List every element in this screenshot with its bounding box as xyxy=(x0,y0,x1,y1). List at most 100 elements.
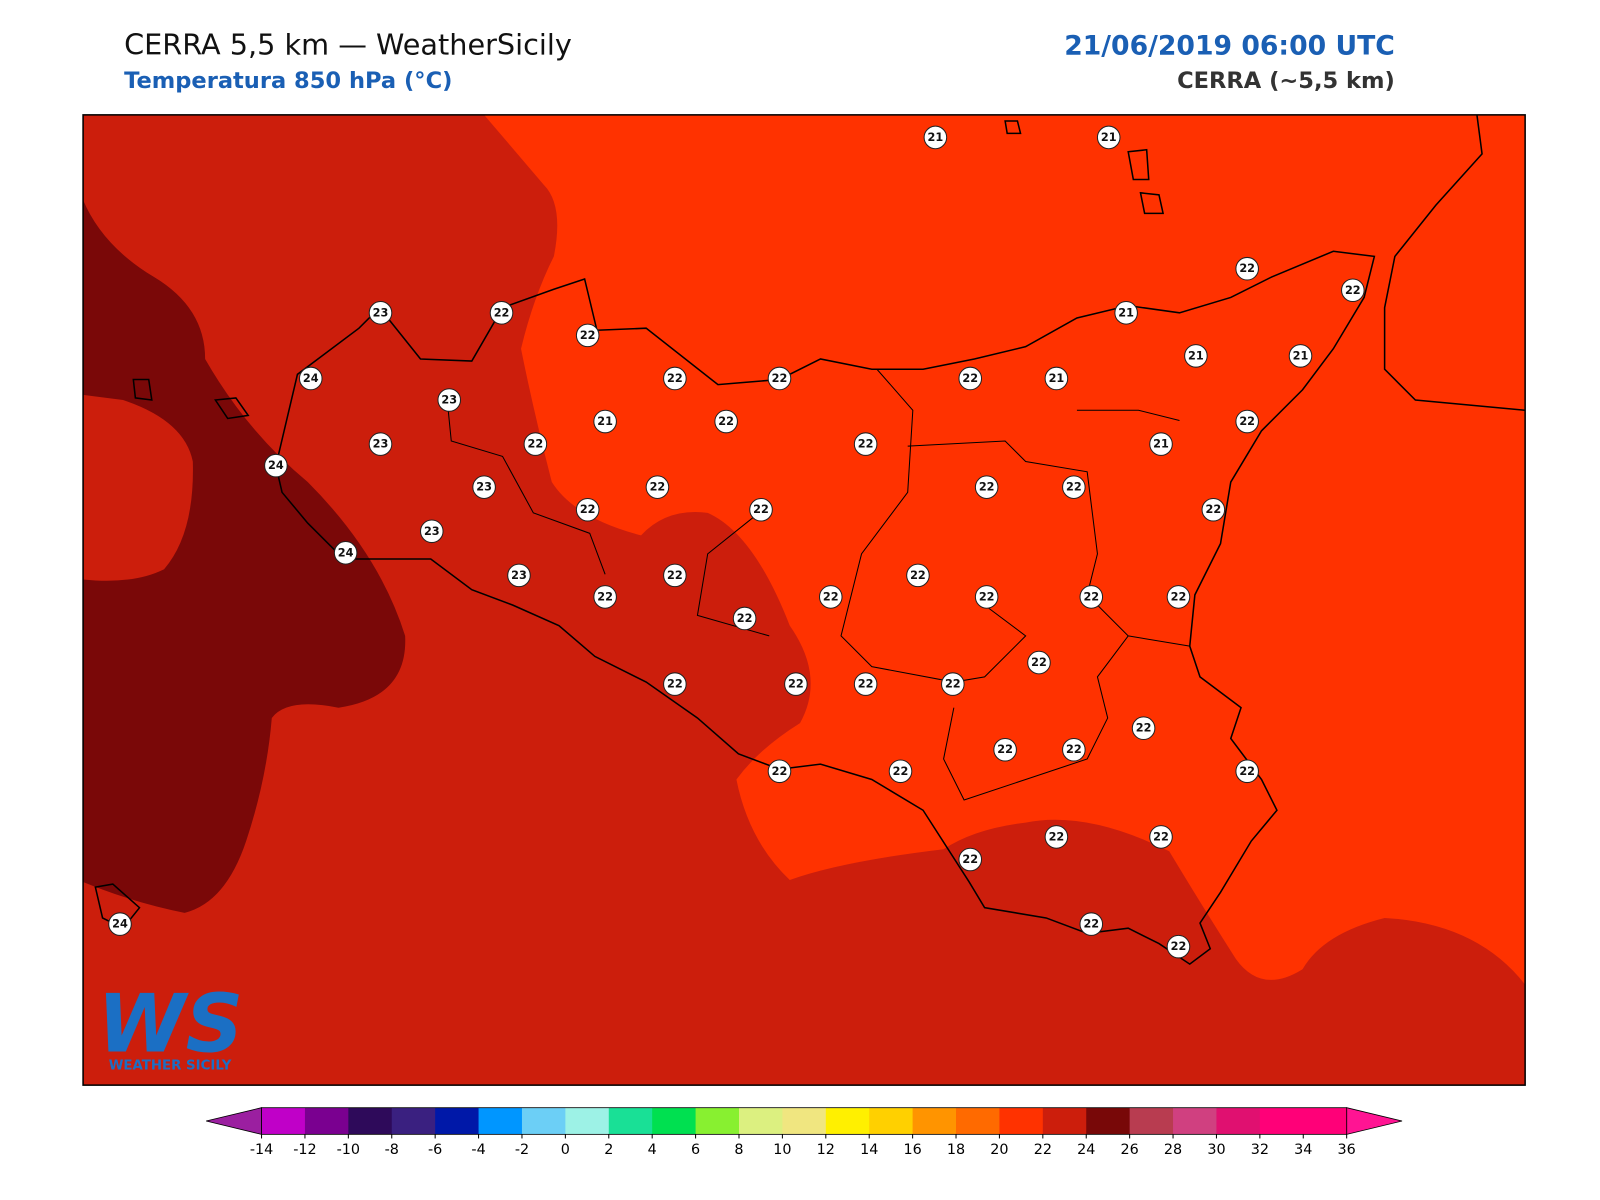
station-value: 24 xyxy=(268,459,284,472)
station-marker xyxy=(1184,344,1208,368)
station-value: 22 xyxy=(1153,830,1169,843)
station-marker xyxy=(1149,432,1173,456)
station-value: 23 xyxy=(424,525,440,538)
station-marker xyxy=(1044,366,1069,391)
station-marker xyxy=(523,432,548,456)
colorbar-segment xyxy=(1173,1107,1217,1135)
station-value: 22 xyxy=(1066,743,1082,756)
colorbar-segment xyxy=(1042,1107,1087,1135)
station-marker xyxy=(1131,716,1156,740)
station-value: 22 xyxy=(1083,918,1099,931)
station-value: 22 xyxy=(580,503,596,516)
station-marker xyxy=(1166,934,1191,959)
station-marker xyxy=(1079,585,1104,609)
station-value: 22 xyxy=(650,481,666,494)
stations: 21 21 22 22 23 22 22 21 24 22 22 22 21 21 21 23 21 22 22 23… xyxy=(108,125,1365,959)
station-value: 21 xyxy=(928,131,944,144)
station-marker xyxy=(1114,301,1138,325)
coastline xyxy=(94,114,1526,966)
station-value: 22 xyxy=(772,765,788,778)
station-value: 23 xyxy=(441,394,457,407)
station-marker xyxy=(1341,278,1365,303)
colorbar-tick-label: -6 xyxy=(428,1142,442,1158)
station-marker xyxy=(1201,497,1226,522)
map: WS WEATHER SICILY 21 21 22 22 23 22 22 21 24 22 22… xyxy=(82,114,1526,1086)
colorbar-segment xyxy=(261,1107,306,1135)
station-value: 21 xyxy=(1049,372,1065,385)
station-value: 22 xyxy=(718,415,734,428)
station-value: 21 xyxy=(1188,349,1204,362)
station-value: 22 xyxy=(667,372,683,385)
colorbar-tick-label: 2 xyxy=(604,1142,613,1158)
station-marker xyxy=(941,672,965,696)
field-24-26 xyxy=(83,199,406,913)
station-marker xyxy=(1027,650,1051,675)
station-value: 23 xyxy=(373,438,389,451)
province-borders xyxy=(445,368,1190,801)
station-value: 22 xyxy=(945,678,961,691)
colorbar-segment xyxy=(565,1107,610,1135)
station-marker xyxy=(108,912,132,936)
station-marker xyxy=(1062,475,1086,499)
station-marker xyxy=(1096,125,1121,150)
colorbar-tick-label: 18 xyxy=(947,1142,965,1158)
colorbar-tick-label: 12 xyxy=(817,1142,835,1158)
station-marker xyxy=(1288,344,1313,368)
field-22-24 xyxy=(83,394,193,581)
colorbar: -14 -12 -10 -8 -6 -4 -2 0 2 4 6 8 10 12 14 16 18 20 22 24 26… xyxy=(206,1107,1403,1158)
station-marker xyxy=(489,301,514,325)
colorbar-tick-label: 6 xyxy=(691,1142,700,1158)
colorbar-tick-label: 20 xyxy=(990,1142,1008,1158)
colorbar-tick-label: 32 xyxy=(1251,1142,1269,1158)
colorbar-tick-label: 36 xyxy=(1338,1142,1356,1158)
station-marker xyxy=(1149,825,1173,849)
station-marker xyxy=(575,497,600,522)
logo-name: WEATHER SICILY xyxy=(109,1059,232,1074)
colorbar-tick-label: 8 xyxy=(734,1142,743,1158)
station-value: 22 xyxy=(979,590,995,603)
station-value: 21 xyxy=(1118,306,1134,319)
station-marker xyxy=(767,366,792,391)
station-marker xyxy=(420,519,444,544)
station-marker xyxy=(663,672,687,696)
colorbar-tick-label: 26 xyxy=(1121,1142,1139,1158)
subtitle: Temperatura 850 hPa (°C) xyxy=(124,68,452,94)
station-value: 23 xyxy=(373,306,389,319)
date: 21/06/2019 06:00 UTC xyxy=(1064,30,1395,61)
station-marker xyxy=(1235,256,1259,281)
station-marker xyxy=(853,672,878,696)
station-marker xyxy=(593,409,617,434)
station-value: 22 xyxy=(494,306,510,319)
station-value: 22 xyxy=(597,590,613,603)
sicily-coast xyxy=(275,250,1376,966)
logo: WS WEATHER SICILY xyxy=(97,977,243,1073)
station-value: 21 xyxy=(1293,349,1309,362)
station-marker xyxy=(1044,825,1069,849)
station-marker xyxy=(853,432,878,456)
station-value: 24 xyxy=(112,918,128,931)
colorbar-segment xyxy=(912,1107,957,1135)
station-marker xyxy=(333,541,358,565)
colorbar-tick-label: -12 xyxy=(293,1142,316,1158)
colorbar-segment xyxy=(1129,1107,1174,1135)
station-value: 22 xyxy=(1083,590,1099,603)
colorbar-segment xyxy=(478,1107,523,1135)
station-marker xyxy=(888,759,913,784)
station-value: 22 xyxy=(1049,830,1065,843)
colorbar-segment xyxy=(348,1107,393,1135)
station-marker xyxy=(767,759,792,784)
colorbar-segment xyxy=(999,1107,1044,1135)
colorbar-tick-label: 28 xyxy=(1164,1142,1182,1158)
station-marker xyxy=(507,563,531,588)
station-value: 22 xyxy=(788,678,804,691)
colorbar-segment xyxy=(1259,1107,1304,1135)
colorbar-segment xyxy=(1086,1107,1131,1135)
colorbar-segment xyxy=(695,1107,740,1135)
station-value: 24 xyxy=(338,546,354,559)
colorbar-tick-label: 14 xyxy=(860,1142,878,1158)
station-marker xyxy=(368,432,393,456)
station-value: 22 xyxy=(753,503,769,516)
colorbar-tick-label: -4 xyxy=(471,1142,485,1158)
